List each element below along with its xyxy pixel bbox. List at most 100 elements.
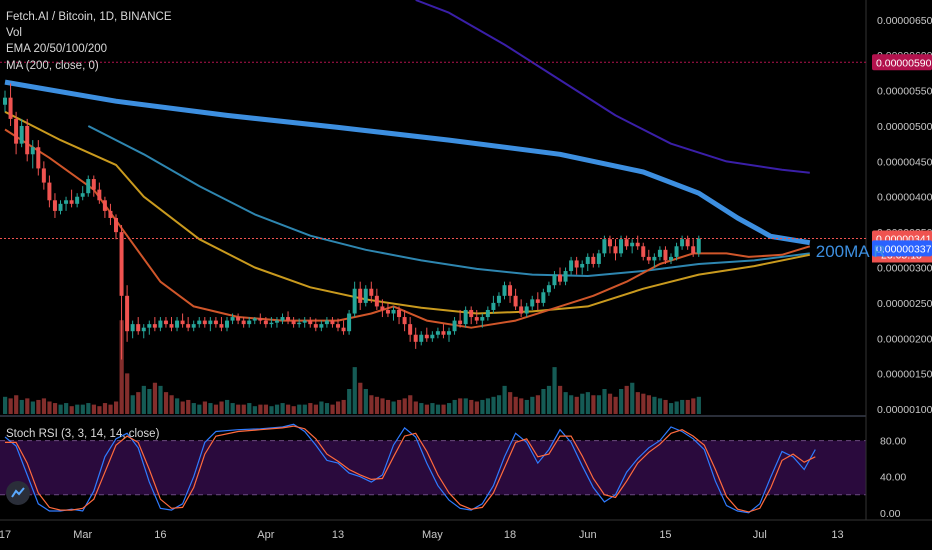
time-tick-label: Mar [73,529,92,541]
time-tick-label: 17 [0,529,11,541]
candle-body [602,239,607,254]
candle-body [3,97,7,105]
volume-bar [380,398,385,414]
price-tick-label: 0.00000150 [877,369,932,381]
tradingview-logo-icon[interactable] [6,481,30,505]
volume-bar [180,401,185,414]
candle-body [691,246,696,254]
volume-bar [25,398,30,414]
volume-bar [602,389,607,414]
volume-bar [458,398,463,414]
stoch-rsi-label[interactable]: Stoch RSI (3, 3, 14, 14, close) [6,428,160,440]
volume-bar [502,385,507,414]
candle-body [297,322,302,325]
candle-body [152,324,157,328]
candle-body [36,147,41,169]
volume-bar [252,406,257,414]
candle-body [630,242,635,247]
candle-body [75,196,80,204]
price-label-box [872,54,932,71]
time-tick-label: 16 [154,529,166,541]
time-tick-label: 15 [659,529,671,541]
candle-body [408,324,413,335]
volume-indicator-label[interactable]: Vol [6,27,22,40]
candle-body [452,320,457,332]
volume-bar [558,385,563,414]
candle-body [30,147,35,155]
candle-body [558,274,562,282]
candle-body [213,320,218,325]
candle-body [97,189,102,201]
volume-bar [163,392,169,414]
candle-body [286,317,291,321]
volume-bar [391,401,396,414]
volume-bar [485,398,491,414]
volume-bar [136,392,141,414]
volume-bar [341,399,346,414]
volume-bar [3,396,8,414]
candle-body [191,324,196,328]
volume-bar [75,404,80,414]
price-tick-label: 0.00000450 [877,156,932,168]
ma-indicator-label[interactable]: MA (200, close, 0) [6,59,99,72]
stoch-tick-label: 0.00 [880,508,901,520]
volume-bar [397,399,402,414]
candle-body [169,324,174,328]
price-tick-label: 0.00000200 [877,333,932,345]
volume-bar [197,404,202,414]
volume-bar [147,389,152,414]
volume-bar [47,401,52,414]
volume-bar [646,395,651,414]
candle-body [202,320,207,325]
volume-bar [652,396,657,414]
volume-bar [641,393,646,414]
volume-bar [574,396,579,414]
ema-indicator-label[interactable]: EMA 20/50/100/200 [6,43,108,56]
candle-body [496,295,501,303]
candle-body [619,239,624,254]
volume-bar [291,406,296,414]
volume-bar [413,401,418,414]
volume-bar [635,392,640,414]
volume-bar [202,401,207,414]
symbol-title[interactable]: Fetch.AI / Bitcoin, 1D, BINANCE [6,11,172,23]
volume-bar [102,403,108,414]
candle-body [463,309,468,325]
volume-bar [119,320,124,414]
ema200-line [415,0,810,174]
volume-bar [591,395,596,414]
volume-bar [408,395,413,414]
candle-body [114,217,118,233]
volume-bar [691,398,696,414]
volume-bar [607,393,613,414]
candle-body [225,320,229,328]
volume-bar [175,398,180,414]
candle-body [108,210,113,218]
candle-body [258,318,263,321]
volume-bar [230,403,235,414]
volume-bar [130,395,135,414]
stoch-band-fill [0,440,866,495]
candle-body [241,320,246,325]
volume-bar [36,399,41,414]
candle-body [613,246,618,254]
volume-bar [508,392,513,414]
candle-body [125,295,130,332]
volume-bar [385,399,391,414]
candle-body [385,309,390,314]
candle-body [341,327,346,332]
candle-body [80,193,85,197]
volume-bar [169,395,174,414]
volume-bar [674,401,679,414]
candle-body [319,324,324,328]
candle-body [41,168,46,183]
candle-body [336,324,340,328]
candle-body [685,239,690,247]
volume-bar [541,389,546,414]
price-label-text: 0.00000590 [876,57,932,69]
candle-body [469,309,474,318]
candle-body [358,288,363,303]
volume-bar [463,398,468,414]
volume-bar [474,401,479,414]
